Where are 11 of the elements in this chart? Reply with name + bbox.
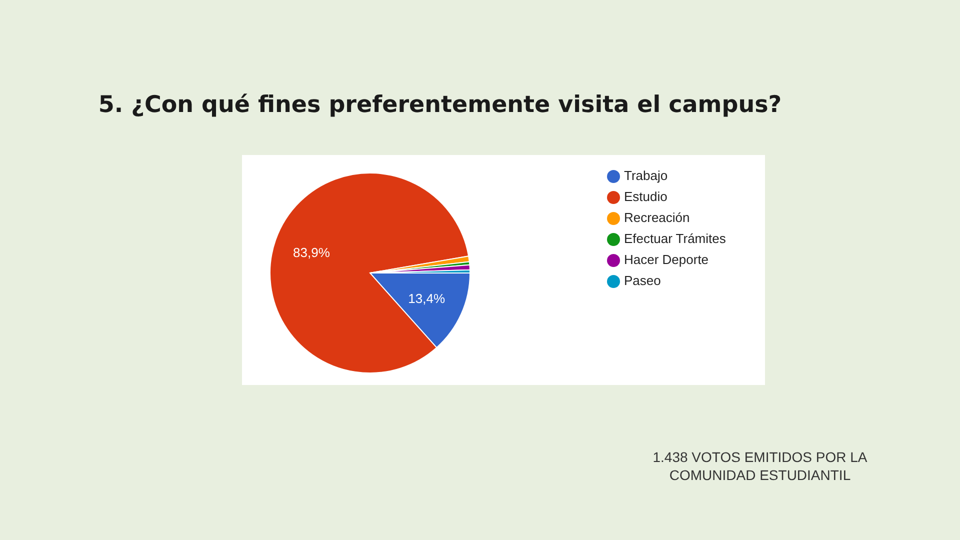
legend-label: Recreación (624, 210, 690, 225)
text: 1.438 VOTOS EMITIDOS POR LA COMUNIDAD ESTUDIANTIL (652, 448, 868, 484)
legend-label: Hacer Deporte (624, 252, 709, 267)
chart-title: 5. ¿Con qué fines preferentemente visita el campus? (97, 92, 783, 118)
legend-label: Trabajo (624, 168, 668, 183)
data-label: 83,9% (293, 245, 330, 260)
pie-slice (270, 172, 470, 374)
legend-label: Estudio (624, 189, 668, 204)
legend-label: Paseo (624, 273, 661, 288)
data-label: 13,4% (408, 290, 446, 306)
legend-label: Efectuar Trámites (624, 231, 726, 246)
